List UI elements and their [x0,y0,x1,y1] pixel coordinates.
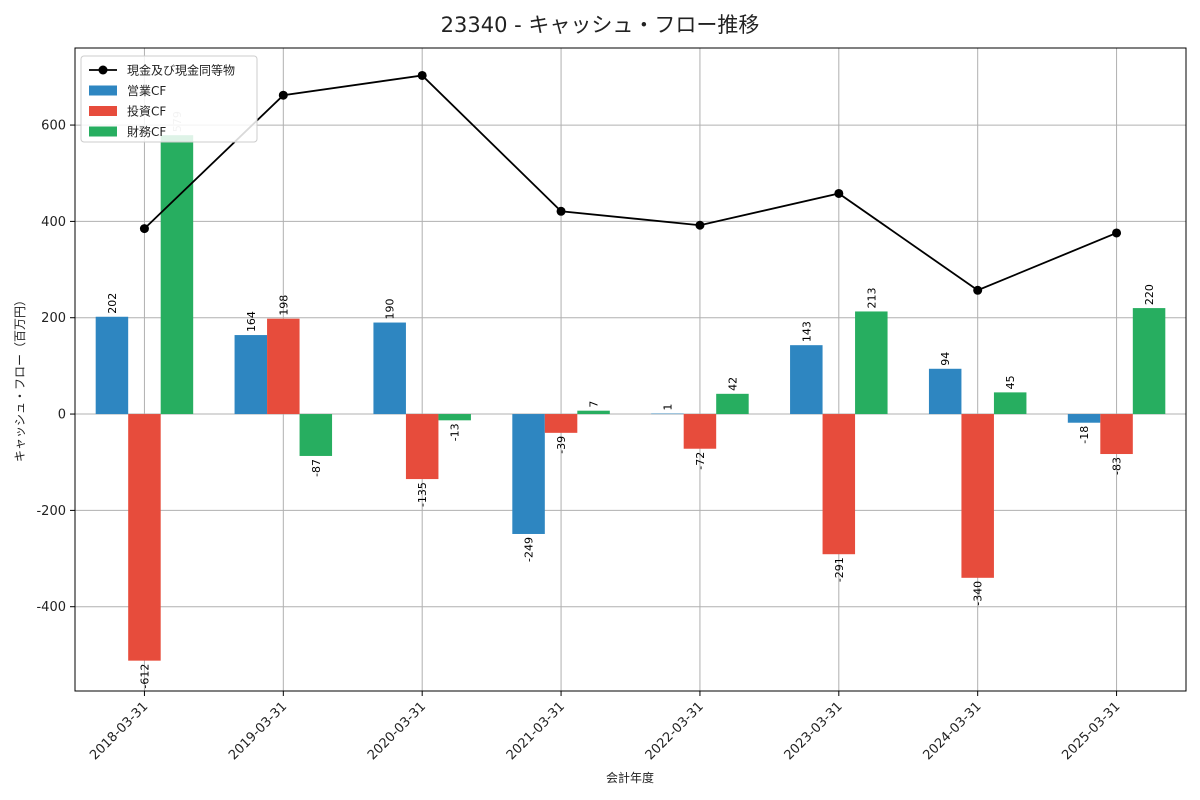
plot-frame [74,47,1187,692]
x-tick-label: 2022-03-31 [643,699,707,763]
x-tick-label: 2019-03-31 [226,699,290,763]
data-label: 1 [661,404,674,411]
bar [373,322,406,415]
x-tick-label: 2025-03-31 [1059,699,1123,763]
bar [855,311,888,415]
y-axis-ticks: -400 -200 0 200 400 600 [36,119,75,615]
bar [128,414,161,661]
y-tick-label: 0 [58,408,66,423]
cash-point [973,285,983,295]
cash-point [417,70,427,80]
bar [1132,308,1166,415]
y-axis-label: キャッシュ・フロー（百万円） [13,294,27,462]
bar [234,335,268,415]
data-label: -340 [972,581,985,606]
chart-title: 23340 - キャッシュ・フロー推移 [441,13,760,37]
x-tick-label: 2023-03-31 [782,699,846,763]
data-label: 213 [865,287,878,308]
y-tick-label: 600 [41,119,66,134]
bar [405,414,439,480]
data-label: -249 [523,537,536,562]
bar [822,414,856,555]
data-label: 7 [588,401,601,408]
data-label: 42 [726,377,739,391]
bar [512,414,545,534]
bar [577,410,610,415]
data-label: 164 [245,311,258,332]
cash-point [278,90,288,100]
bar [790,345,823,415]
y-tick-label: -200 [36,504,66,519]
bar [928,368,962,415]
bar [961,414,994,578]
legend-label: 営業CF [127,84,166,98]
data-labels: 202 164 190 -249 1 143 94 -18 -612 198 -135 -39 -72 -… [106,111,1156,688]
legend-marker [98,65,108,75]
bar [993,392,1027,415]
bar [1067,414,1101,423]
legend-label: 投資CF [127,104,166,119]
x-tick-label: 2024-03-31 [920,699,984,763]
data-label: 143 [800,321,813,342]
cash-point [695,220,705,230]
cash-point [556,206,566,216]
bar [716,393,749,415]
data-label: -83 [1111,457,1124,475]
data-label: -87 [310,459,323,477]
legend-label: 財務CF [127,124,166,139]
cash-point [1112,228,1122,238]
data-label: -18 [1078,426,1091,444]
data-label: 202 [106,293,119,314]
x-tick-label: 2021-03-31 [504,699,568,763]
cash-line-path [143,74,1117,292]
data-label: -612 [138,664,151,689]
data-label: -291 [833,557,846,582]
data-label: -135 [416,482,429,507]
bars [95,135,1166,661]
x-tick-label: 2020-03-31 [365,699,429,763]
bar [267,318,300,415]
data-label: 45 [1004,375,1017,389]
y-tick-label: -400 [36,600,66,615]
y-tick-label: 200 [41,311,66,326]
data-label: 220 [1143,284,1156,305]
bar [299,414,333,456]
legend-swatch [89,106,117,116]
data-label: 198 [277,295,290,316]
bar [683,414,717,449]
legend-box [80,55,258,143]
cash-point [834,188,844,198]
data-label: -13 [449,423,462,441]
data-label: 94 [939,352,952,366]
legend-swatch [89,85,117,96]
y-tick-label: 400 [41,215,66,230]
x-axis-ticks: 2018-03-31 2019-03-31 2020-03-31 2021-03-31… [87,691,1123,763]
bar [1100,414,1133,455]
data-label: -39 [555,436,568,454]
x-axis-label: 会計年度 [606,770,654,785]
data-label: 190 [384,299,397,320]
grid-lines [75,48,1186,691]
x-tick-label: 2018-03-31 [87,699,151,763]
bar [651,413,684,415]
cash-point [139,224,149,234]
legend-label: 現金及び現金同等物 [127,63,235,78]
bar [438,414,471,421]
bar [544,414,578,433]
data-label: -72 [694,452,707,470]
legend-swatch [89,126,117,137]
bar [160,135,194,415]
bar [95,316,129,415]
cash-line [139,70,1122,295]
